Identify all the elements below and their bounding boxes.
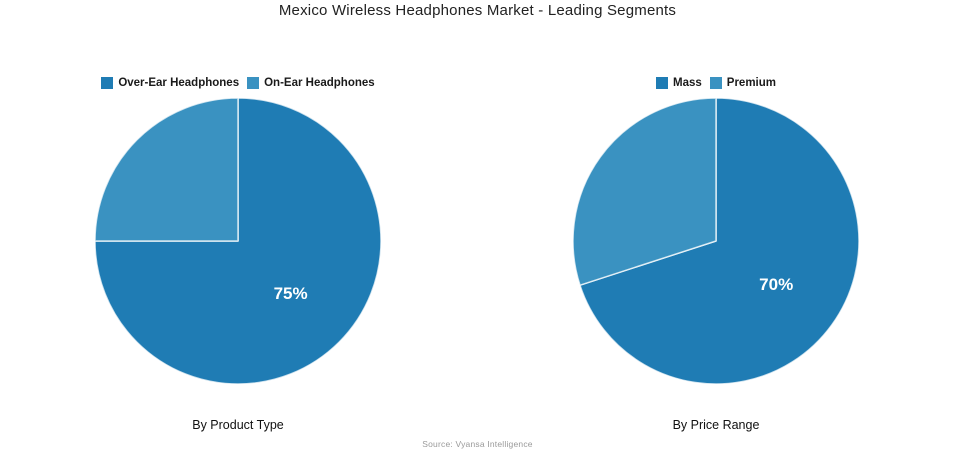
legend-item-mass[interactable]: Mass xyxy=(656,77,702,89)
page-title: Mexico Wireless Headphones Market - Lead… xyxy=(278,2,677,19)
chart-caption-product-type: By Product Type xyxy=(192,418,284,432)
legend-label: Over-Ear Headphones xyxy=(118,77,240,89)
pie-chart-price-range[interactable]: 70% xyxy=(571,96,861,386)
pie-slice-on-ear-headphones[interactable] xyxy=(94,97,239,242)
pie-slice-value-label: 75% xyxy=(274,284,308,303)
legend-item-premium[interactable]: Premium xyxy=(709,77,776,89)
legend-product-type: Over-Ear Headphones On-Ear Headphones xyxy=(38,77,438,89)
legend-label: Premium xyxy=(726,77,776,89)
legend-label: Mass xyxy=(673,77,702,89)
legend-label: On-Ear Headphones xyxy=(264,77,375,89)
legend-item-over-ear-headphones[interactable]: Over-Ear Headphones xyxy=(101,77,239,89)
legend-swatch-icon xyxy=(247,77,260,89)
pie-chart-product-type[interactable]: 75% xyxy=(93,96,383,386)
legend-swatch-icon xyxy=(709,77,722,89)
pie-slice-value-label: 70% xyxy=(759,275,793,294)
legend-swatch-icon xyxy=(101,77,114,89)
pie-slice-premium[interactable] xyxy=(572,97,717,286)
source-note: Source: Vyansa Intelligence xyxy=(422,439,533,449)
chart-panel-product-type: Over-Ear Headphones On-Ear Headphones 75%… xyxy=(38,0,438,454)
chart-caption-price-range: By Price Range xyxy=(672,418,760,432)
legend-price-range: Mass Premium xyxy=(516,77,916,89)
legend-item-on-ear-headphones[interactable]: On-Ear Headphones xyxy=(247,77,375,89)
legend-swatch-icon xyxy=(656,77,668,89)
pie-slice-over-ear-headphones[interactable] xyxy=(94,97,382,385)
pie-slice-mass[interactable] xyxy=(579,97,860,385)
chart-panel-price-range: Mass Premium 70% By Price Range xyxy=(516,0,916,454)
